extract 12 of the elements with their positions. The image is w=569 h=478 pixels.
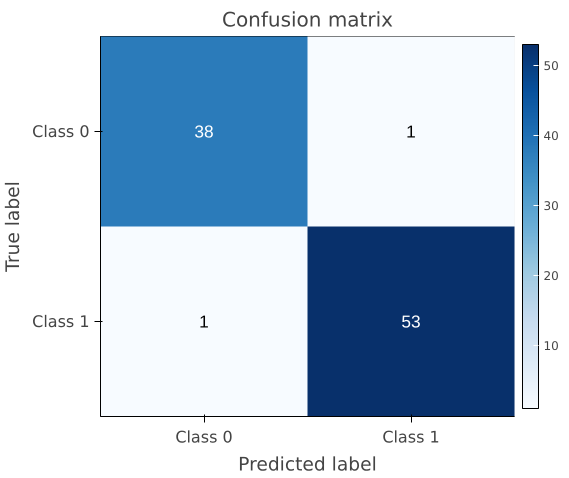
data-label: 38 bbox=[194, 122, 214, 142]
color-bar-label: 10 bbox=[544, 339, 559, 353]
data-label: 1 bbox=[199, 312, 209, 332]
color-bar-label: 20 bbox=[544, 269, 559, 283]
chart-title: Confusion matrix bbox=[222, 8, 394, 32]
x-axis-title: Predicted label bbox=[238, 454, 377, 476]
y-axis-title: True label bbox=[3, 181, 24, 273]
data-label: 53 bbox=[401, 312, 421, 332]
color-bar-label: 40 bbox=[544, 129, 559, 143]
color-bar-label: 30 bbox=[544, 199, 559, 213]
data-label: 1 bbox=[406, 122, 416, 142]
color-bar-label: 50 bbox=[544, 59, 559, 73]
